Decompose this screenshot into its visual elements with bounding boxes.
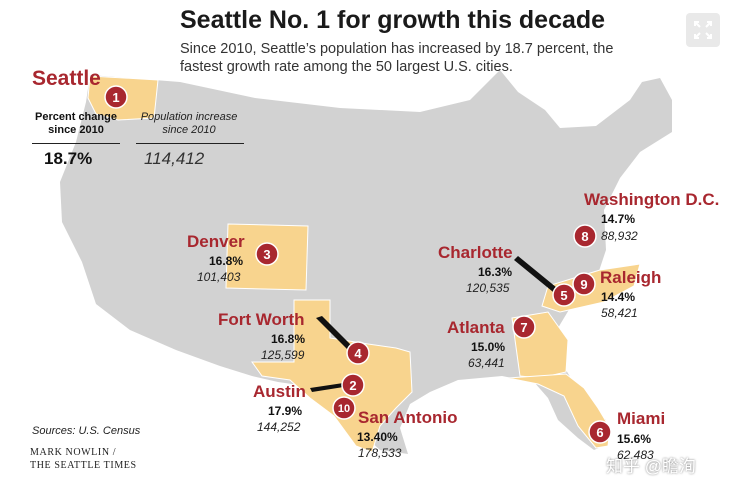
rank-circle [341,373,365,397]
rank-marker-seattle: 1 [104,85,128,109]
city-name-austin: Austin [253,382,306,401]
pct-austin: 17.9% [268,404,303,418]
leader-lines [310,256,562,392]
pop-charlotte: 120,535 [466,281,510,295]
map-subtitle: Since 2010, Seattle’s population has inc… [180,41,614,75]
pct-charlotte: 16.3% [478,265,513,279]
pct-seattle: 18.7% [44,149,93,168]
leader-austin [310,382,350,392]
city-name-atlanta: Atlanta [447,318,505,337]
watermark: 知乎 @瞻洵 [606,457,696,476]
rank-marker-fort-worth: 4 [346,341,370,365]
city-name-miami: Miami [617,409,666,428]
city-name-san-antonio: San Antonio [358,408,458,427]
rank-marker-charlotte: 5 [552,283,576,307]
city-name-washington-dc: Washington D.C. [584,190,720,209]
rank-number: 3 [263,247,270,262]
rank-marker-raleigh: 9 [572,272,596,296]
pop-atlanta: 63,441 [468,356,505,370]
rank-circle [346,341,370,365]
header-percent-change: Percent change since 2010 [30,111,122,137]
map-title: Seattle No. 1 for growth this decade [180,6,606,34]
rank-marker-washington-dc: 8 [573,224,597,248]
rank-marker-denver: 3 [255,242,279,266]
rank-marker-atlanta: 7 [512,315,536,339]
pop-seattle: 114,412 [144,149,205,168]
header-line: since 2010 [162,124,216,136]
rank-number: 6 [596,425,603,440]
header-line: Percent change [35,111,117,123]
pct-denver: 16.8% [209,254,244,268]
rank-number: 5 [560,288,567,303]
rank-circle [588,420,612,444]
pct-washington-dc: 14.7% [601,212,636,226]
rank-circle [552,283,576,307]
rank-circle [255,242,279,266]
pop-san-antonio: 178,533 [358,446,402,460]
rank-marker-miami: 6 [588,420,612,444]
rank-circle [512,315,536,339]
rank-markers: 1 2 3 4 5 6 7 8 [104,85,612,444]
pct-san-antonio: 13.40% [357,430,398,444]
rank-circle [573,224,597,248]
header-rule-percent [32,143,120,144]
rank-marker-san-antonio: 10 [332,396,356,420]
rank-number: 7 [520,320,527,335]
city-name-denver: Denver [187,232,245,251]
city-name-fort-worth: Fort Worth [218,310,305,329]
header-line: Population increase [140,111,238,123]
pop-austin: 144,252 [257,420,301,434]
leader-charlotte [514,256,562,296]
city-name-charlotte: Charlotte [438,243,513,262]
rank-marker-austin: 2 [341,373,365,397]
pop-fort-worth: 125,599 [261,348,305,362]
pct-atlanta: 15.0% [471,340,506,354]
city-name-raleigh: Raleigh [600,268,662,287]
rank-circle [104,85,128,109]
rank-circle [332,396,356,420]
leader-fort-worth [316,316,356,354]
credit-publication: THE SEATTLE TIMES [30,460,137,471]
source-note: Sources: U.S. Census [32,425,141,437]
header-rule-population [136,143,244,144]
rank-number: 8 [581,229,588,244]
rank-number: 1 [112,90,119,105]
credit-author: MARK NOWLIN / [30,447,117,458]
city-name-seattle: Seattle [32,67,101,90]
expand-icon [694,21,712,39]
rank-number: 4 [354,346,362,361]
header-line: since 2010 [48,124,104,136]
pop-miami: 62,483 [617,448,654,462]
rank-number: 2 [349,378,356,393]
pop-washington-dc: 88,932 [601,229,638,243]
pop-raleigh: 58,421 [601,306,638,320]
pct-raleigh: 14.4% [601,290,636,304]
expand-button[interactable] [686,13,720,47]
rank-number: 9 [580,277,587,292]
rank-circle [572,272,596,296]
credit-line: MARK NOWLIN / THE SEATTLE TIMES [30,446,137,472]
pct-fort-worth: 16.8% [271,332,306,346]
pop-denver: 101,403 [197,270,241,284]
state-florida [507,373,611,449]
pct-miami: 15.6% [617,432,652,446]
header-population-increase: Population increase since 2010 [130,111,248,137]
rank-number: 10 [338,403,350,415]
